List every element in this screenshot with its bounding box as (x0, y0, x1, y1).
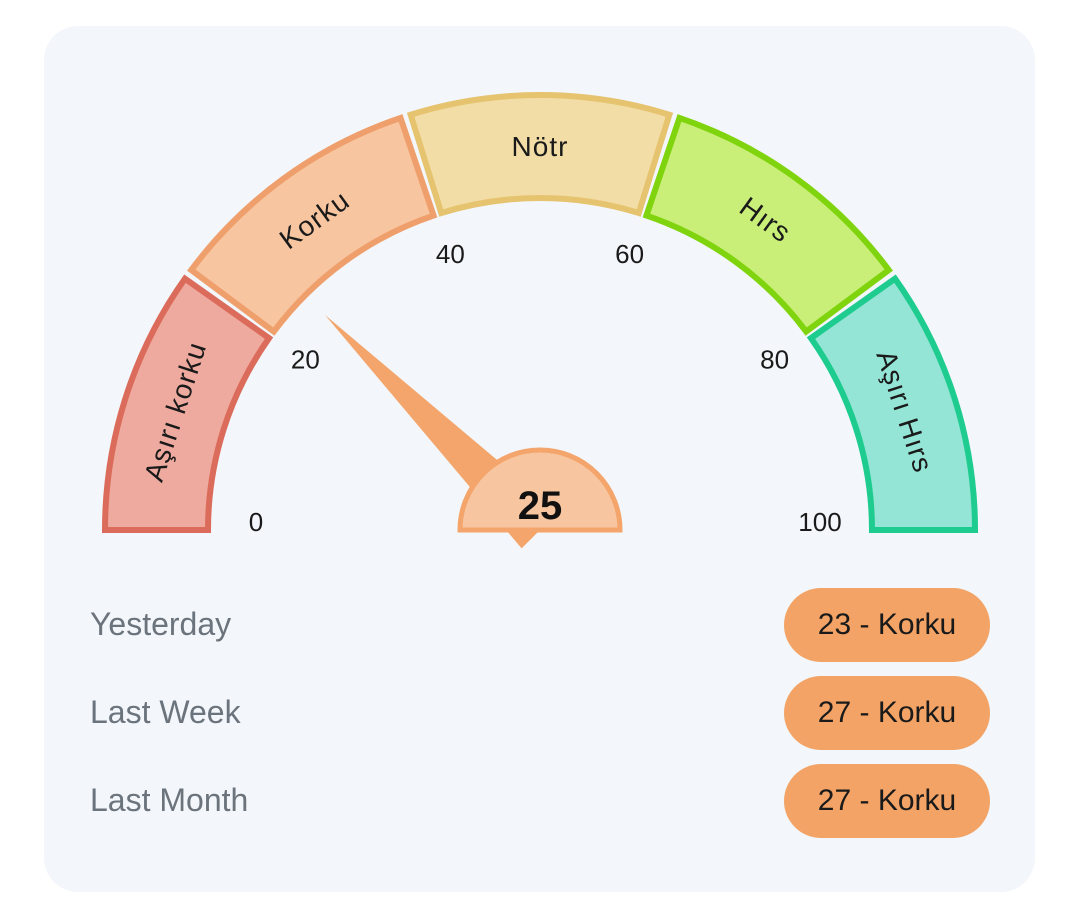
history-label: Yesterday (90, 606, 232, 642)
history-row-last-week: Last Week 27 - Korku (90, 676, 990, 764)
gauge-segment-label: Nötr (512, 131, 569, 162)
history-badge: 27 - Korku (784, 764, 990, 838)
gauge-segment (642, 114, 893, 336)
history-badge: 27 - Korku (784, 676, 990, 750)
history-label: Last Month (90, 782, 249, 818)
gauge-segment (187, 114, 438, 336)
gauge-segment (101, 274, 274, 533)
gauge-tick-label: 100 (798, 507, 841, 537)
gauge-tick-label: 40 (436, 239, 465, 269)
gauge-tick-label: 60 (615, 239, 644, 269)
gauge-hub (457, 447, 623, 533)
history-label: Last Week (90, 694, 241, 730)
gauge-tick-label: 20 (291, 345, 320, 375)
history-list: Yesterday 23 - Korku Last Week 27 - Kork… (90, 588, 990, 852)
gauge-segment (406, 92, 674, 217)
gauge-tick-label: 0 (249, 507, 263, 537)
history-row-last-month: Last Month 27 - Korku (90, 764, 990, 852)
gauge-segment (806, 274, 979, 533)
gauge-value: 25 (518, 484, 563, 528)
gauge-tick-label: 80 (760, 345, 789, 375)
history-row-yesterday: Yesterday 23 - Korku (90, 588, 990, 676)
history-badge: 23 - Korku (784, 588, 990, 662)
